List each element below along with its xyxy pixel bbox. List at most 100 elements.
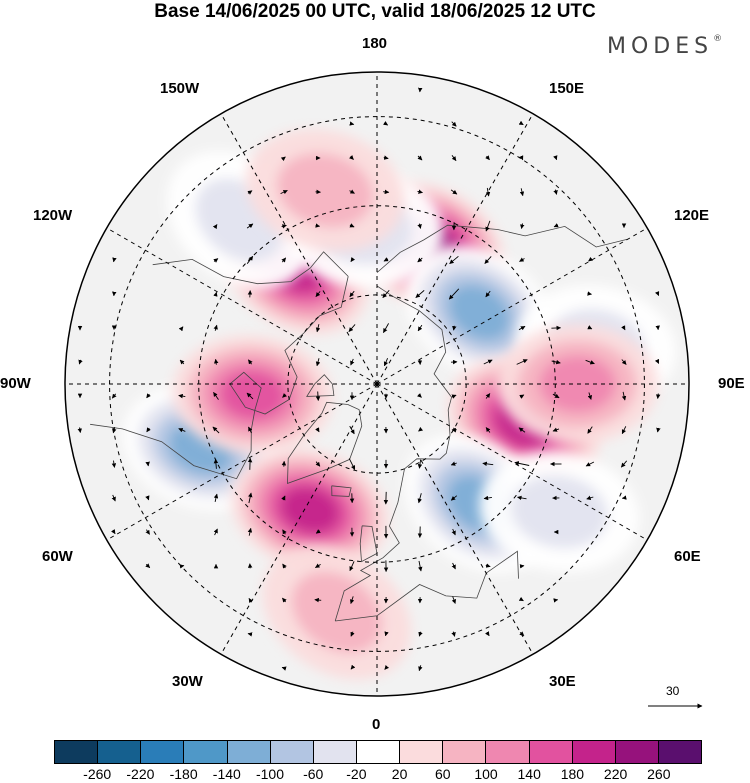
- wind-arrow: [77, 427, 83, 434]
- graticule: [65, 72, 689, 696]
- wind-arrow: [417, 155, 423, 161]
- wind-arrow: [450, 189, 458, 195]
- colorbar-tick-label: -220: [126, 766, 155, 782]
- wind-arrow: [483, 495, 492, 501]
- wind-arrow: [621, 359, 627, 365]
- colorbar-tick-label: 180: [560, 766, 585, 782]
- wind-arrow: [179, 359, 185, 365]
- colorbar-tick-label: 220: [603, 766, 628, 782]
- meridian-line: [106, 227, 378, 385]
- colorbar-tick-label: -20: [346, 766, 367, 782]
- wind-arrow: [417, 223, 422, 229]
- wind-arrow: [315, 563, 321, 568]
- wind-arrow: [451, 562, 456, 570]
- wind-arrow: [485, 155, 490, 161]
- wind-arrow: [383, 358, 389, 367]
- wind-arrow: [415, 290, 425, 298]
- brand-logo: MODES®: [607, 34, 722, 59]
- wind-arrow: [348, 324, 356, 332]
- wind-arrow: [621, 391, 627, 401]
- wind-arrow: [213, 392, 219, 400]
- wind-arrow: [145, 529, 150, 535]
- wind-arrow: [553, 155, 558, 161]
- wind-arrow: [350, 664, 356, 670]
- colorbar-tick-label: 60: [435, 766, 451, 782]
- wind-arrow: [145, 495, 150, 501]
- wind-arrow: [518, 120, 524, 126]
- wind-arrow: [451, 596, 456, 604]
- wind-arrow: [514, 461, 530, 466]
- wind-arrow: [281, 257, 287, 263]
- wind-arrow: [518, 325, 526, 331]
- wind-arrow: [655, 393, 661, 399]
- wind-arrow: [654, 358, 660, 364]
- wind-arrow: [553, 189, 558, 195]
- wind-arrow: [247, 527, 253, 536]
- wind-arrow: [552, 427, 560, 432]
- label-60e: 60E: [674, 548, 701, 565]
- colorbar-ticks: -260 -220 -180 -140 -100 -60 -20 20 60 100 140 180 2…: [54, 766, 702, 783]
- wind-arrow: [248, 426, 253, 434]
- wind-arrow: [485, 631, 490, 637]
- coast-greenland: [287, 401, 363, 484]
- coast-britain: [359, 525, 378, 563]
- map-border: [64, 71, 690, 697]
- wind-arrow: [383, 257, 389, 262]
- wind-arrow: [349, 561, 355, 572]
- wind-arrow: [280, 156, 286, 162]
- wind-arrow: [145, 461, 150, 467]
- wind-arrow: [656, 427, 661, 433]
- colorbar-segment: [528, 741, 572, 763]
- wind-arrow: [384, 631, 389, 637]
- label-150w: 150W: [160, 80, 200, 97]
- colorbar-segment: [399, 741, 443, 763]
- wind-arrow: [282, 563, 287, 569]
- wind-arrow: [111, 393, 117, 399]
- label-150e: 150E: [549, 80, 585, 97]
- wind-arrow: [384, 664, 390, 670]
- coastlines: [90, 224, 628, 622]
- label-90e: 90E: [718, 375, 745, 392]
- colorbar-segment: [183, 741, 227, 763]
- wind-arrow: [383, 121, 389, 126]
- wind-arrow: [485, 187, 491, 197]
- wind-arrow: [621, 495, 627, 500]
- label-60w: 60W: [42, 548, 73, 565]
- coast-pacific-na: [152, 251, 349, 285]
- wind-arrow: [315, 529, 321, 534]
- brand-name: MODES: [607, 34, 714, 59]
- wind-arrow: [587, 392, 593, 400]
- wind-arrow: [551, 359, 561, 365]
- wind-arrow: [247, 190, 253, 195]
- wind-arrow: [349, 155, 354, 160]
- wind-arrow: [417, 493, 422, 504]
- wind-arrow: [383, 323, 389, 333]
- wind-arrow: [451, 394, 457, 399]
- wind-arrow: [451, 631, 456, 637]
- wind-arrow: [483, 359, 493, 365]
- wind-arrow: [213, 258, 219, 263]
- wind-arrow: [213, 324, 218, 331]
- wind-arrow: [553, 223, 559, 228]
- reference-vector-label: 30: [666, 684, 680, 698]
- wind-arrow: [417, 392, 422, 398]
- wind-arrow: [519, 631, 525, 637]
- meridian-line: [376, 113, 534, 385]
- wind-arrow: [146, 427, 151, 433]
- wind-arrow: [178, 393, 186, 399]
- label-120w: 120W: [33, 207, 73, 224]
- colorbar-tick-label: -260: [83, 766, 112, 782]
- wind-arrow: [282, 597, 287, 603]
- colorbar-segment: [226, 741, 270, 763]
- coast-iceland: [331, 485, 352, 497]
- wind-arrow: [482, 461, 494, 467]
- label-90w: 90W: [0, 375, 31, 392]
- wind-arrow: [350, 631, 355, 637]
- wind-arrow: [452, 325, 457, 331]
- wind-arrow: [519, 394, 525, 399]
- wind-arrow: [315, 223, 321, 228]
- wind-arrow: [519, 188, 525, 197]
- wind-arrow: [178, 428, 186, 433]
- wind-arrow: [145, 563, 151, 569]
